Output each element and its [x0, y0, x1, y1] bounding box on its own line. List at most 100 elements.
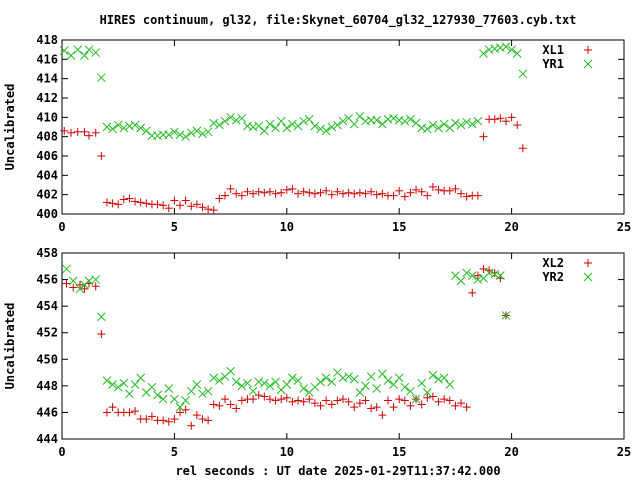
data-point [265, 395, 274, 404]
legend-label-xl1: XL1 [542, 43, 564, 57]
data-point [204, 416, 213, 425]
data-point [310, 121, 320, 131]
data-point [355, 188, 364, 197]
data-point [102, 122, 112, 132]
data-point [389, 191, 398, 200]
data-point [131, 407, 140, 416]
figure-title: HIRES continuum, gl32, file:Skynet_60704… [100, 13, 577, 28]
y-tick-label: 404 [36, 168, 58, 182]
x-tick-label: 20 [504, 445, 518, 459]
data-point [423, 191, 432, 200]
data-point [479, 132, 488, 141]
data-point [479, 49, 488, 58]
y-tick-label: 406 [36, 149, 58, 163]
data-point [518, 144, 527, 153]
data-point [468, 288, 477, 297]
data-point [322, 186, 331, 195]
plot-frame [61, 39, 625, 215]
data-point [344, 372, 353, 381]
data-point [490, 115, 499, 124]
data-point [237, 113, 247, 123]
data-point [417, 123, 427, 133]
x-axis-label: rel seconds : UT date 2025-01-29T11:37:4… [175, 464, 500, 478]
data-point [400, 116, 410, 126]
data-point [282, 123, 292, 133]
data-point [445, 186, 454, 195]
data-point [327, 377, 337, 387]
y-tick-label: 400 [36, 207, 58, 221]
data-point [84, 45, 94, 55]
data-point [187, 202, 196, 211]
data-point [383, 114, 393, 124]
data-point [445, 380, 455, 389]
data-point [490, 44, 500, 54]
data-point [158, 394, 168, 404]
data-point [220, 395, 229, 404]
data-point [501, 117, 510, 126]
data-point [80, 127, 89, 136]
y-tick-label: 414 [36, 72, 58, 86]
data-point [294, 396, 303, 405]
data-point [271, 123, 280, 133]
data-point [108, 403, 117, 412]
legend-marker-yr2 [583, 272, 593, 282]
data-point [445, 396, 454, 405]
data-point [383, 376, 393, 385]
data-point [288, 119, 297, 129]
data-point [215, 194, 224, 203]
data-point [294, 189, 303, 198]
data-point [192, 380, 202, 389]
data-point [288, 373, 297, 383]
y-tick-label: 402 [36, 188, 58, 202]
data-point [209, 118, 219, 128]
data-point [176, 408, 185, 417]
data-point [378, 189, 387, 198]
data-point [473, 116, 483, 126]
data-point [288, 184, 297, 193]
data-point [220, 116, 230, 126]
data-point [215, 401, 224, 410]
data-point [265, 381, 275, 391]
legend-label-xl2: XL2 [542, 256, 564, 270]
data-point [310, 189, 319, 198]
data-point [451, 118, 460, 128]
data-point [434, 185, 443, 194]
legend-marker-xl1 [584, 46, 592, 54]
data-point [96, 73, 106, 83]
data-point [249, 189, 258, 198]
data-point [198, 415, 207, 424]
data-point [333, 396, 342, 405]
x-tick-label: 5 [171, 220, 178, 234]
data-point [125, 121, 134, 131]
data-point [456, 276, 466, 286]
y-axis-label: Uncalibrated [3, 303, 17, 390]
data-point [243, 121, 252, 131]
data-point [395, 395, 404, 404]
data-point [451, 401, 460, 410]
data-point [170, 394, 179, 404]
data-point [361, 381, 370, 391]
data-point [299, 187, 308, 196]
y-tick-label: 410 [36, 110, 58, 124]
data-point [316, 124, 325, 134]
data-point [153, 200, 162, 209]
data-point [422, 124, 432, 134]
data-point [203, 127, 213, 137]
data-point [350, 189, 359, 198]
data-point [68, 276, 78, 286]
data-point [321, 373, 331, 383]
data-point [220, 191, 229, 200]
x-tick-label: 0 [58, 445, 65, 459]
data-point [383, 396, 392, 405]
data-point [282, 380, 292, 389]
y-tick-label: 458 [36, 246, 58, 260]
data-point [91, 275, 101, 284]
data-point [316, 377, 325, 387]
data-point [406, 401, 415, 410]
data-point [60, 126, 69, 135]
data-point [164, 204, 173, 213]
data-point [434, 374, 443, 384]
data-point [395, 186, 404, 195]
